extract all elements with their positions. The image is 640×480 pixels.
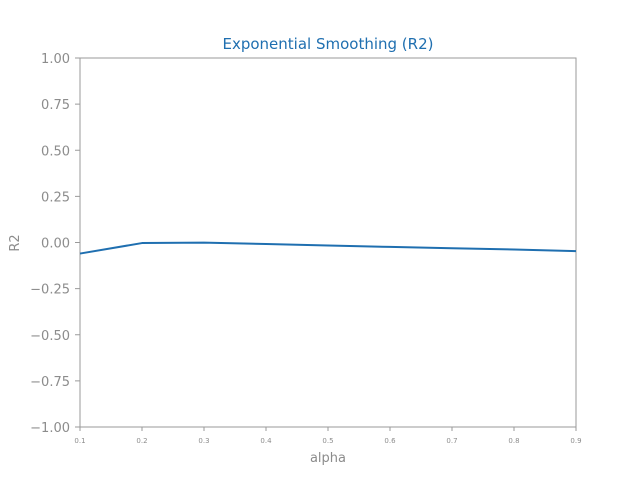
y-tick-label: 0.50 [41,144,70,159]
y-tick-label: 0.75 [41,98,70,113]
x-tick-label: 0.3 [198,437,209,445]
x-tick-label: 0.8 [508,437,519,445]
x-axis: 0.1 0.2 0.3 0.4 0.5 0.6 0.7 0.8 0.9 [74,427,582,445]
x-tick-label: 0.4 [260,437,272,445]
y-tick-label: 1.00 [41,52,70,67]
x-tick-label: 0.6 [384,437,396,445]
y-axis: 1.00 0.75 0.50 0.25 0.00 −0.25 −0.50 −0.75 −1.00 [30,52,80,436]
y-tick-label: −1.00 [30,421,70,436]
series-line-0 [79,241,577,255]
x-tick-label: 0.2 [136,437,147,445]
y-tick-label: −0.75 [30,375,70,390]
x-tick-label: 0.9 [570,437,581,445]
y-tick-label: 0.00 [41,237,70,252]
y-tick-label: −0.25 [30,283,70,298]
y-axis-label: R2 [8,234,23,251]
x-axis-label: alpha [310,451,346,466]
chart-title: Exponential Smoothing (R2) [223,35,434,53]
x-tick-label: 0.1 [74,437,85,445]
x-tick-label: 0.7 [446,437,457,445]
y-tick-label: −0.50 [30,329,70,344]
series-group [79,241,577,255]
y-tick-label: 0.25 [41,190,70,205]
x-tick-label: 0.5 [322,437,333,445]
